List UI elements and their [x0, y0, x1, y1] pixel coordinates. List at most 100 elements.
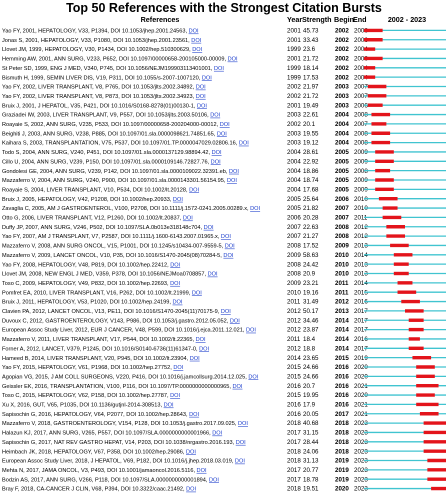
- year-cell: 2011: [287, 336, 301, 343]
- doi-link[interactable]: DOI: [214, 66, 224, 72]
- strength-cell: 23.87: [303, 327, 319, 334]
- doi-link[interactable]: DOI: [228, 57, 238, 63]
- reference-text: Gondolesi GE, 2004, ANN SURG, V239, P142…: [2, 169, 239, 175]
- doi-link[interactable]: DOI: [189, 187, 199, 193]
- reference-text: European Assoc Study Liver, 2018, J HEPA…: [2, 459, 245, 465]
- doi-link[interactable]: DOI: [186, 487, 196, 493]
- header-year: Year: [287, 15, 302, 24]
- doi-link[interactable]: DOI: [183, 216, 193, 222]
- doi-link[interactable]: DOI: [230, 318, 240, 324]
- begin-cell: 2020: [335, 486, 349, 493]
- doi-link[interactable]: DOI: [173, 365, 183, 371]
- reference-text: Yao FY, 2007, AM J TRANSPLANT, V7, P2587…: [2, 234, 231, 240]
- reference-text: Roayaie S, 2004, LIVER TRANSPLANT, V10, …: [2, 187, 199, 193]
- strength-cell: 31.15: [303, 430, 319, 437]
- doi-link[interactable]: DOI: [191, 38, 201, 44]
- doi-link[interactable]: DOI: [227, 178, 237, 184]
- doi-link[interactable]: DOI: [170, 393, 180, 399]
- year-cell: 2017: [287, 476, 301, 483]
- table-row: Yao FY, 2002, LIVER TRANSPLANT, V8, P873…: [2, 93, 446, 100]
- strength-cell: 22.61: [303, 112, 319, 119]
- begin-cell: 2008: [335, 233, 349, 240]
- doi-link[interactable]: DOI: [189, 29, 199, 35]
- reference-text: Mazzaferro V, 2004, ANN SURG, V240, P900…: [2, 178, 237, 184]
- reference-text: Xu X, 2016, GUT, V65, P1035, DOI 10.1136…: [2, 403, 174, 409]
- doi-link[interactable]: DOI: [246, 328, 256, 334]
- doi-link[interactable]: DOI: [208, 272, 218, 278]
- begin-cell: 2016: [335, 383, 349, 390]
- end-cell: 2008: [354, 168, 368, 175]
- table-row: Gondolesi GE, 2004, ANN SURG, V239, P142…: [2, 168, 446, 175]
- doi-link[interactable]: DOI: [239, 141, 249, 147]
- end-cell: 2004: [354, 46, 368, 53]
- doi-link[interactable]: DOI: [186, 449, 196, 455]
- doi-link[interactable]: DOI: [212, 431, 222, 437]
- strength-cell: 24.06: [303, 448, 319, 455]
- doi-link[interactable]: DOI: [189, 412, 199, 418]
- doi-link[interactable]: DOI: [204, 225, 214, 231]
- strength-cell: 31.13: [303, 458, 319, 465]
- strength-cell: 18.14: [303, 65, 319, 72]
- reference-text: Clavien PA, 2012, LANCET ONCOL, V13, PE1…: [2, 309, 231, 315]
- doi-link[interactable]: DOI: [211, 159, 221, 165]
- table-row: Beighiti J, 2003, ANN SURG, V238, P885, …: [2, 130, 446, 137]
- doi-link[interactable]: DOI: [173, 300, 183, 306]
- doi-link[interactable]: DOI: [197, 468, 207, 474]
- strength-cell: 24.66: [303, 364, 319, 371]
- end-cell: 2007: [354, 93, 368, 100]
- doi-link[interactable]: DOI: [170, 281, 180, 287]
- doi-link[interactable]: DOI: [199, 346, 209, 352]
- reference-text: Forner A, 2012, LANCET, V379, P1245, DOI…: [2, 346, 209, 352]
- doi-link[interactable]: DOI: [209, 477, 219, 483]
- doi-link[interactable]: DOI: [196, 337, 206, 343]
- table-row: St Peter SD, 1999, ENG J MED, V340, P745…: [2, 65, 446, 72]
- doi-link[interactable]: DOI: [196, 94, 206, 100]
- table-row: Xu X, 2016, GUT, V65, P1035, DOI 10.1136…: [2, 402, 446, 409]
- year-cell: 2014: [287, 355, 301, 362]
- strength-cell: 34.46: [303, 317, 319, 324]
- doi-link[interactable]: DOI: [238, 421, 248, 427]
- doi-link[interactable]: DOI: [197, 103, 207, 109]
- begin-cell: 2018: [335, 439, 349, 446]
- begin-cell: 2005: [335, 149, 349, 156]
- end-cell: 2011: [354, 215, 368, 222]
- doi-link[interactable]: DOI: [233, 384, 243, 390]
- doi-link[interactable]: DOI: [220, 122, 230, 128]
- doi-link[interactable]: DOI: [236, 440, 246, 446]
- table-row: Sapisochin G, 2016, HEPATOLOGY, V64, P20…: [2, 411, 446, 418]
- doi-link[interactable]: DOI: [202, 75, 212, 81]
- doi-link[interactable]: DOI: [225, 244, 235, 250]
- end-cell: 2007: [354, 121, 368, 128]
- doi-link[interactable]: DOI: [221, 309, 231, 315]
- end-cell: 2015: [354, 289, 368, 296]
- doi-link[interactable]: DOI: [192, 47, 202, 53]
- begin-cell: 2003: [335, 84, 349, 91]
- doi-link[interactable]: DOI: [248, 374, 258, 380]
- doi-link[interactable]: DOI: [250, 206, 260, 212]
- strength-cell: 23.21: [303, 280, 319, 287]
- doi-link[interactable]: DOI: [173, 197, 183, 203]
- table-row: Hameed B, 2014, LIVER TRANSPLANT, V20, P…: [2, 355, 446, 362]
- doi-link[interactable]: DOI: [190, 356, 200, 362]
- doi-link[interactable]: DOI: [221, 234, 231, 240]
- doi-link[interactable]: DOI: [223, 253, 233, 259]
- doi-link[interactable]: DOI: [212, 150, 222, 156]
- table-row: Mehta N, 2017, JAMA ONCOL, V3, P493, DOI…: [2, 467, 446, 474]
- end-cell: 2008: [354, 112, 368, 119]
- table-row: Forner A, 2012, LANCET, V379, P1245, DOI…: [2, 345, 446, 352]
- reference-text: Mazzaferro V, 2018, GASTROENTEROLOGY, V1…: [2, 421, 248, 427]
- reference-text: Mazzaferro V, 2008, ANN SURG ONCOL, V15,…: [2, 244, 235, 250]
- doi-link[interactable]: DOI: [170, 262, 180, 268]
- doi-link[interactable]: DOI: [164, 403, 174, 409]
- doi-link[interactable]: DOI: [235, 459, 245, 465]
- doi-link[interactable]: DOI: [210, 113, 220, 119]
- doi-link[interactable]: DOI: [229, 169, 239, 175]
- header-end: End: [353, 15, 367, 24]
- doi-link[interactable]: DOI: [192, 290, 202, 296]
- reference-text: Roayaie S, 2002, ANN SURG, V235, P533, D…: [2, 122, 230, 128]
- doi-link[interactable]: DOI: [217, 131, 227, 137]
- reference-text: Jonas S, 2001, HEPATOLOGY, V33, P1080, D…: [2, 38, 202, 44]
- doi-link[interactable]: DOI: [196, 85, 206, 91]
- end-cell: 2023: [354, 476, 368, 483]
- reference-text: Duffy JP, 2007, ANN SURG, V246, P502, DO…: [2, 225, 214, 231]
